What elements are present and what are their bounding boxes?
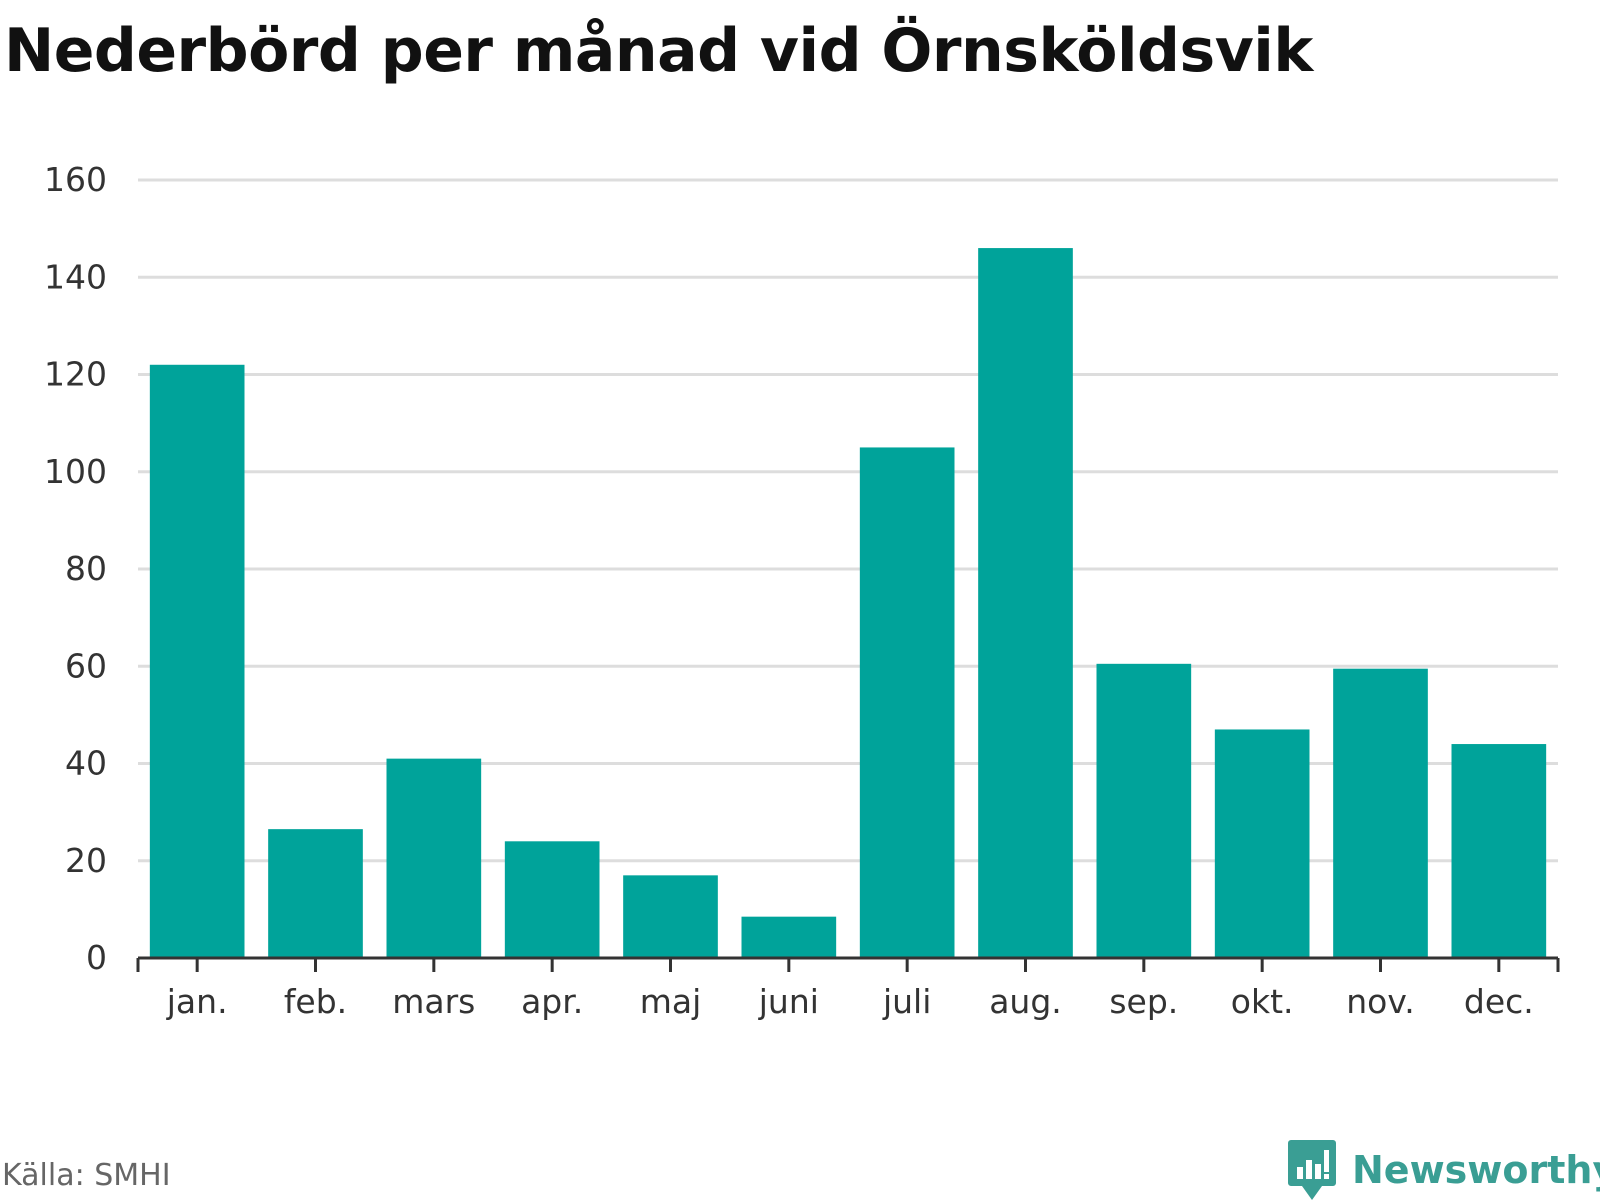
x-tick-label: mars [392,982,475,1021]
bar-aug [978,248,1073,958]
y-tick-label: 80 [65,549,107,588]
gridlines [138,178,1558,863]
y-tick-label: 120 [44,355,107,394]
x-axis [136,956,1560,972]
x-tick-label: feb. [284,982,347,1021]
x-tick-label: juni [758,982,819,1021]
x-tick-label: nov. [1346,982,1415,1021]
brand-name: Newsworthy [1352,1148,1600,1192]
bar-mars [386,758,482,958]
y-tick-label: 0 [86,938,107,977]
x-tick-label: juli [882,982,931,1021]
x-tick-label: apr. [521,982,583,1021]
bar-okt [1214,729,1310,958]
y-tick-label: 40 [65,744,107,783]
x-tick-label: aug. [989,982,1062,1021]
x-tick-label: jan. [166,982,228,1021]
bar-dec [1451,744,1547,958]
x-axis-tick-labels: jan. feb. mars apr. maj juni juli aug. sep. okt. n… [166,982,1534,1021]
source-note: Källa: SMHI [2,1158,171,1193]
chart-title: Nederbörd per månad vid Örnsköldsvik [4,16,1313,86]
y-tick-label: 60 [65,646,107,685]
y-tick-label: 140 [44,257,107,296]
bar-sep [1096,663,1192,958]
y-tick-label: 20 [65,841,107,880]
x-tick-label: sep. [1109,982,1178,1021]
y-axis-tick-labels: 0 20 40 60 80 100 120 140 160 [44,160,107,977]
y-tick-label: 100 [44,452,107,491]
bar-maj [623,875,718,958]
bar-jan [149,364,245,958]
bar-apr [504,841,600,958]
bar-juni [741,916,837,958]
bar-juli [859,447,955,958]
x-tick-label: dec. [1464,982,1534,1021]
brand-logo: Newsworthy [1288,1140,1600,1200]
y-tick-label: 160 [44,160,107,199]
x-tick-label: maj [640,982,702,1021]
x-tick-label: okt. [1231,982,1294,1021]
bars [149,248,1547,958]
bar-nov [1333,668,1428,958]
bar-chart-speech-bubble-icon [1288,1140,1336,1200]
bar-feb [268,829,363,958]
